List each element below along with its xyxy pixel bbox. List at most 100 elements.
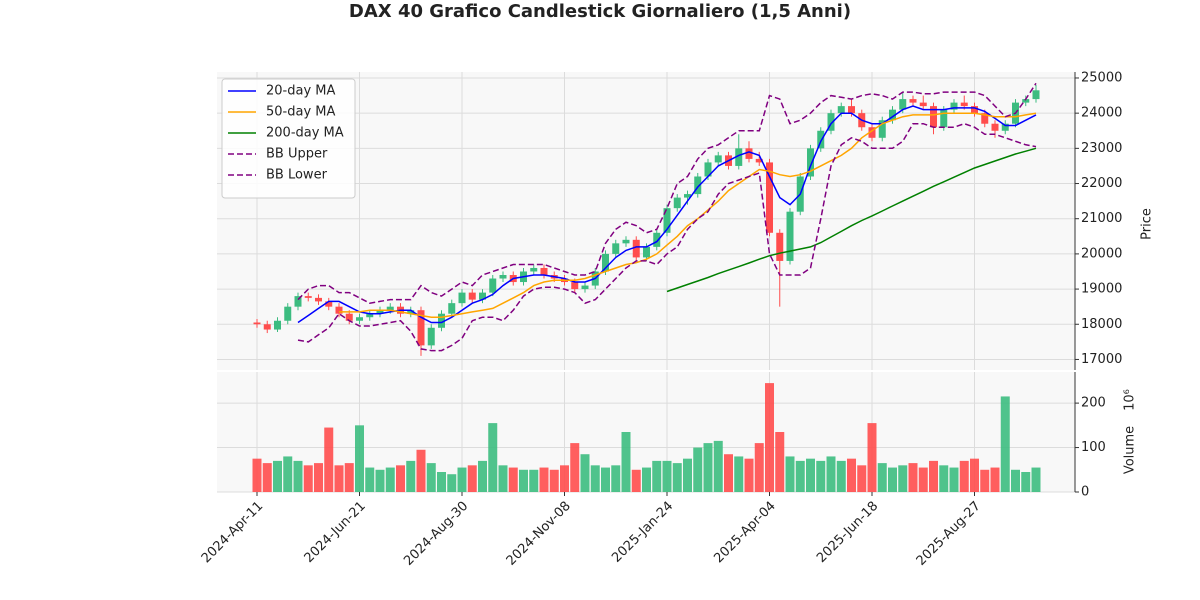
candle-body <box>356 317 363 321</box>
volume-bar <box>754 443 764 492</box>
volume-bar <box>488 423 498 492</box>
volume-bar <box>385 467 395 492</box>
volume-bar <box>549 469 559 492</box>
volume-bar <box>1011 469 1020 492</box>
volume-bar <box>467 465 477 492</box>
candle-body <box>581 285 589 290</box>
volume-bar <box>426 463 436 492</box>
volume-bar <box>570 443 580 492</box>
volume-bar <box>406 460 416 492</box>
volume-bar <box>273 460 282 492</box>
candle-body <box>981 113 989 124</box>
candle-body <box>325 301 333 307</box>
candle-body <box>694 176 702 195</box>
y-tick-label: 21000 <box>1081 211 1122 226</box>
volume-bar <box>703 443 713 492</box>
candle-body <box>827 113 835 131</box>
volume-bar <box>970 458 979 492</box>
volume-bar <box>621 432 631 492</box>
y-tick-label: 0 <box>1081 485 1089 500</box>
volume-bar <box>355 425 364 492</box>
y-tick-label: 24000 <box>1081 106 1122 121</box>
candle-body <box>817 130 825 149</box>
candle-body <box>950 102 958 110</box>
candle-body <box>571 282 579 290</box>
volume-bar <box>877 463 887 492</box>
candle-body <box>622 239 630 244</box>
volume-bar <box>611 465 621 492</box>
candle-body <box>612 243 620 254</box>
volume-bar <box>324 427 334 492</box>
x-tick-label: 2024-Jun-21 <box>302 499 369 566</box>
y-tick-label: 25000 <box>1081 70 1122 85</box>
volume-bar <box>836 460 846 492</box>
candle-body <box>458 292 466 304</box>
candle-body <box>643 246 650 258</box>
volume-bar <box>437 472 446 492</box>
legend-label: 50-day MA <box>266 105 335 120</box>
volume-bar <box>847 458 856 492</box>
candle-body <box>632 239 640 258</box>
y-tick-label: 200 <box>1081 396 1106 411</box>
y-axis-label: Price <box>1140 208 1155 240</box>
volume-bar <box>478 460 487 492</box>
candle-body <box>755 158 763 163</box>
candle-body <box>663 208 671 233</box>
volume-bar <box>662 460 672 492</box>
volume-bar <box>642 467 651 492</box>
candle-body <box>479 292 486 300</box>
volume-bar <box>303 465 313 492</box>
candle-body <box>899 99 907 110</box>
candle-body <box>940 109 948 128</box>
volume-multiplier: 10⁶ <box>1123 389 1138 411</box>
candle-body <box>673 197 681 209</box>
candle-body <box>315 297 322 302</box>
legend-label: 20-day MA <box>266 84 335 99</box>
candle-body <box>294 296 302 307</box>
candle-body <box>386 306 394 311</box>
volume-bar <box>672 463 682 492</box>
x-tick-label: 2025-Jan-24 <box>609 499 676 566</box>
series-line <box>339 112 1037 318</box>
candle-body <box>468 292 476 300</box>
volume-bar <box>693 447 703 492</box>
x-tick-label: 2025-Jun-18 <box>814 499 881 566</box>
volume-bar <box>949 467 959 492</box>
series-line <box>666 147 1037 293</box>
legend-label: 200-day MA <box>266 126 344 141</box>
y-tick-label: 17000 <box>1081 352 1122 367</box>
volume-bar <box>652 460 662 492</box>
candle-body <box>1022 99 1030 103</box>
series-line <box>297 82 1037 304</box>
candle-body <box>263 324 271 330</box>
candle-body <box>653 232 661 247</box>
volume-bar <box>775 432 785 492</box>
candle-body <box>960 102 968 107</box>
candle-body <box>776 232 784 261</box>
volume-bar <box>601 467 610 492</box>
volume-bar <box>744 458 754 492</box>
candle-body <box>304 296 312 298</box>
volume-bar <box>898 465 908 492</box>
x-tick-label: 2025-Apr-04 <box>711 499 778 566</box>
candle-body <box>253 322 261 325</box>
volume-bar <box>539 467 549 492</box>
volume-bar <box>765 383 774 492</box>
volume-bar <box>334 465 344 492</box>
volume-bar <box>918 467 928 492</box>
candle-body <box>930 106 937 128</box>
candle-body <box>284 306 292 321</box>
candle-body <box>438 313 445 328</box>
y-tick-label: 100 <box>1081 440 1106 455</box>
y-tick-label: 23000 <box>1081 141 1122 156</box>
volume-bar <box>293 460 303 492</box>
candle-body <box>530 267 538 272</box>
volume-bar <box>508 467 518 492</box>
candle-body <box>448 303 456 314</box>
volume-bar <box>262 463 272 492</box>
volume-bar <box>498 465 508 492</box>
legend-label: BB Upper <box>266 147 328 162</box>
candle-body <box>786 211 794 261</box>
volume-bar <box>580 454 590 492</box>
